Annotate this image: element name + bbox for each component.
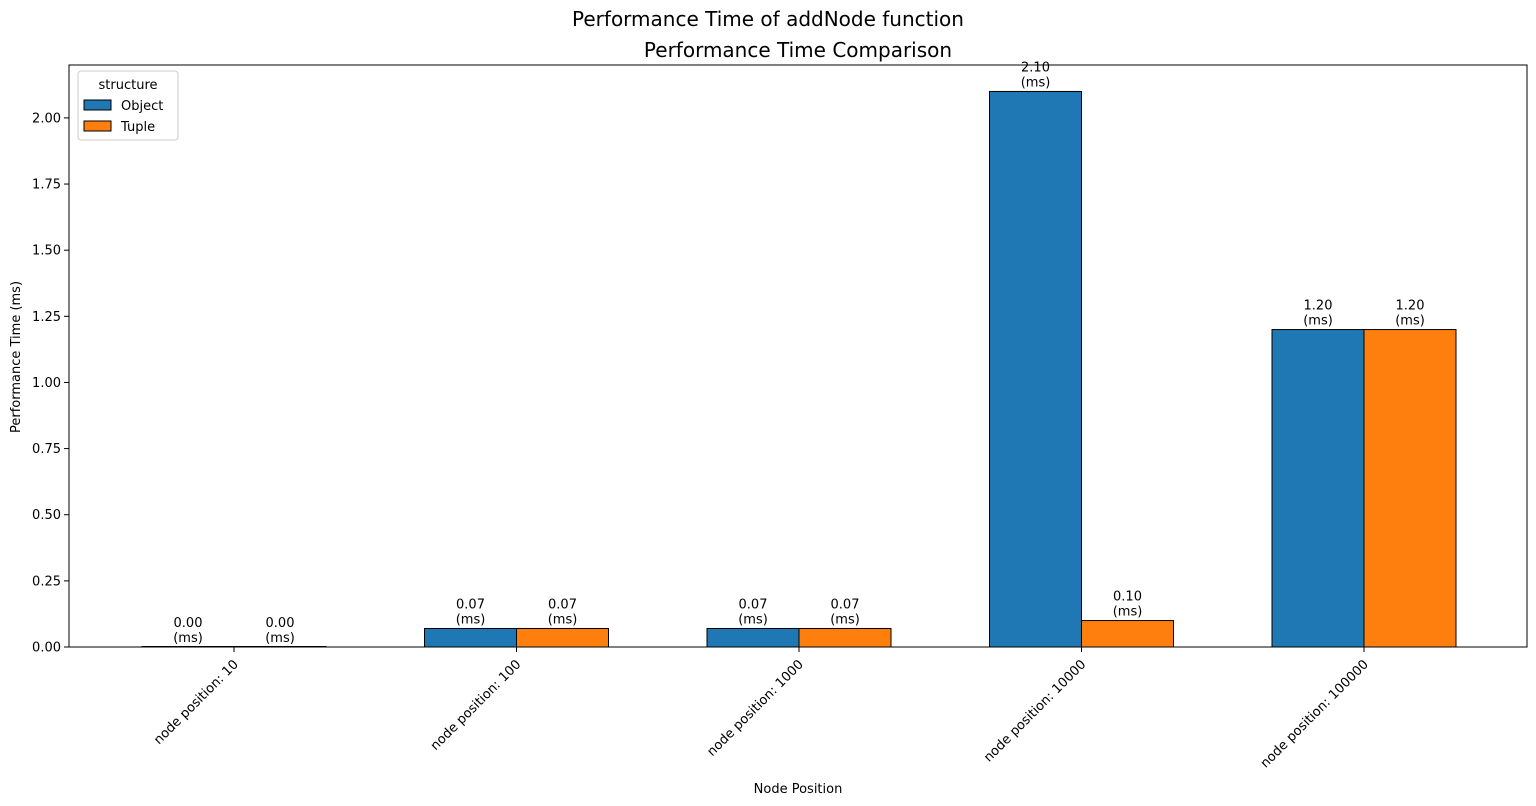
legend: structure Object Tuple bbox=[77, 70, 179, 141]
y-tick-label: 1.00 bbox=[32, 376, 61, 391]
bar-object bbox=[141, 646, 235, 648]
data-label-unit: (ms) bbox=[1021, 75, 1051, 90]
data-label-unit: (ms) bbox=[1113, 605, 1143, 620]
y-tick-label: 0.00 bbox=[32, 641, 61, 656]
y-tick-label: 1.75 bbox=[32, 178, 61, 193]
data-label-value: 0.07 bbox=[548, 597, 577, 612]
x-axis: node position: 10 node position: 100 node … bbox=[151, 647, 1372, 771]
bar-tuple bbox=[516, 627, 609, 648]
data-label-value: 0.07 bbox=[456, 597, 485, 612]
bar-object bbox=[424, 627, 517, 648]
data-labels: 0.00(ms)0.07(ms)0.07(ms)2.10(ms)1.20(ms)… bbox=[173, 60, 1425, 646]
legend-label-object: Object bbox=[121, 99, 163, 114]
data-label-unit: (ms) bbox=[265, 631, 295, 646]
data-label-unit: (ms) bbox=[1395, 314, 1425, 329]
data-label-value: 0.07 bbox=[831, 597, 860, 612]
bar-object bbox=[706, 627, 800, 648]
chart-title: Performance Time Comparison bbox=[644, 38, 952, 62]
legend-swatch-object bbox=[83, 99, 112, 111]
data-label-value: 0.10 bbox=[1113, 590, 1142, 605]
legend-swatch-tuple bbox=[83, 120, 112, 132]
bar-tuple bbox=[1363, 329, 1457, 648]
y-tick-label: 0.50 bbox=[32, 508, 61, 523]
x-tick-label: node position: 100000 bbox=[1258, 657, 1372, 771]
data-label-unit: (ms) bbox=[456, 612, 486, 627]
data-label-unit: (ms) bbox=[173, 631, 203, 646]
legend-title: structure bbox=[99, 78, 158, 93]
data-label-value: 1.20 bbox=[1304, 299, 1333, 314]
bars bbox=[141, 90, 1457, 648]
bar-object bbox=[1271, 329, 1365, 648]
data-label-value: 0.00 bbox=[266, 616, 295, 631]
data-label-value: 1.20 bbox=[1396, 299, 1425, 314]
x-tick-label: node position: 100 bbox=[428, 657, 524, 753]
data-label-unit: (ms) bbox=[738, 612, 768, 627]
y-axis: 0.00 0.25 0.50 0.75 1.00 1.25 1.50 1.75 2.00 bbox=[32, 111, 69, 656]
y-tick-label: 1.25 bbox=[32, 310, 61, 325]
bar-tuple bbox=[1081, 620, 1174, 648]
bar-tuple bbox=[798, 627, 892, 648]
data-label-value: 0.00 bbox=[174, 616, 203, 631]
legend-label-tuple: Tuple bbox=[120, 120, 155, 135]
bar-tuple bbox=[233, 646, 327, 648]
data-label-unit: (ms) bbox=[830, 612, 860, 627]
data-label-unit: (ms) bbox=[1303, 314, 1333, 329]
y-tick-label: 2.00 bbox=[32, 111, 61, 126]
data-label-value: 2.10 bbox=[1021, 60, 1050, 75]
y-tick-label: 0.75 bbox=[32, 442, 61, 457]
y-tick-label: 1.50 bbox=[32, 244, 61, 259]
data-label-unit: (ms) bbox=[548, 612, 578, 627]
x-axis-label: Node Position bbox=[754, 782, 843, 797]
figure-suptitle: Performance Time of addNode function bbox=[572, 7, 964, 31]
x-tick-label: node position: 1000 bbox=[705, 657, 807, 759]
y-axis-label: Performance Time (ms) bbox=[9, 281, 24, 433]
x-tick-label: node position: 10 bbox=[151, 657, 242, 748]
bar-object bbox=[989, 90, 1082, 648]
y-tick-label: 0.25 bbox=[32, 574, 61, 589]
x-tick-label: node position: 10000 bbox=[981, 657, 1089, 765]
data-label-value: 0.07 bbox=[739, 597, 768, 612]
